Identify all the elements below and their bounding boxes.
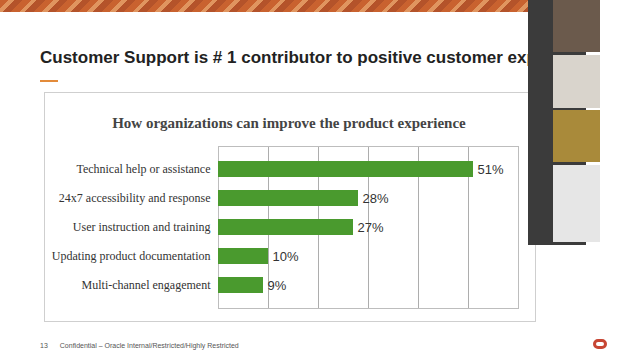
svg-text:10%: 10%: [273, 249, 299, 264]
svg-text:51%: 51%: [478, 162, 504, 177]
svg-text:9%: 9%: [268, 278, 287, 293]
svg-text:Updating product documentation: Updating product documentation: [52, 249, 211, 263]
svg-text:User instruction and training: User instruction and training: [73, 220, 211, 234]
svg-text:28%: 28%: [363, 191, 389, 206]
svg-text:27%: 27%: [358, 220, 384, 235]
html-text:Confidential – Oracle Internal: Confidential – Oracle Internal/Restricte…: [59, 342, 239, 349]
html-text:Customer Support is # 1 contri: Customer Support is # 1 contributor to p…: [40, 48, 568, 67]
svg-text:Multi-channel engagement: Multi-channel engagement: [82, 278, 212, 292]
svg-text:24x7 accessibility and respons: 24x7 accessibility and response: [59, 191, 211, 205]
svg-text:Technical help or assistance: Technical help or assistance: [76, 162, 210, 176]
html-text:13: 13: [40, 342, 48, 349]
html-text:How organizations can improve: How organizations can improve the produc…: [112, 115, 466, 131]
